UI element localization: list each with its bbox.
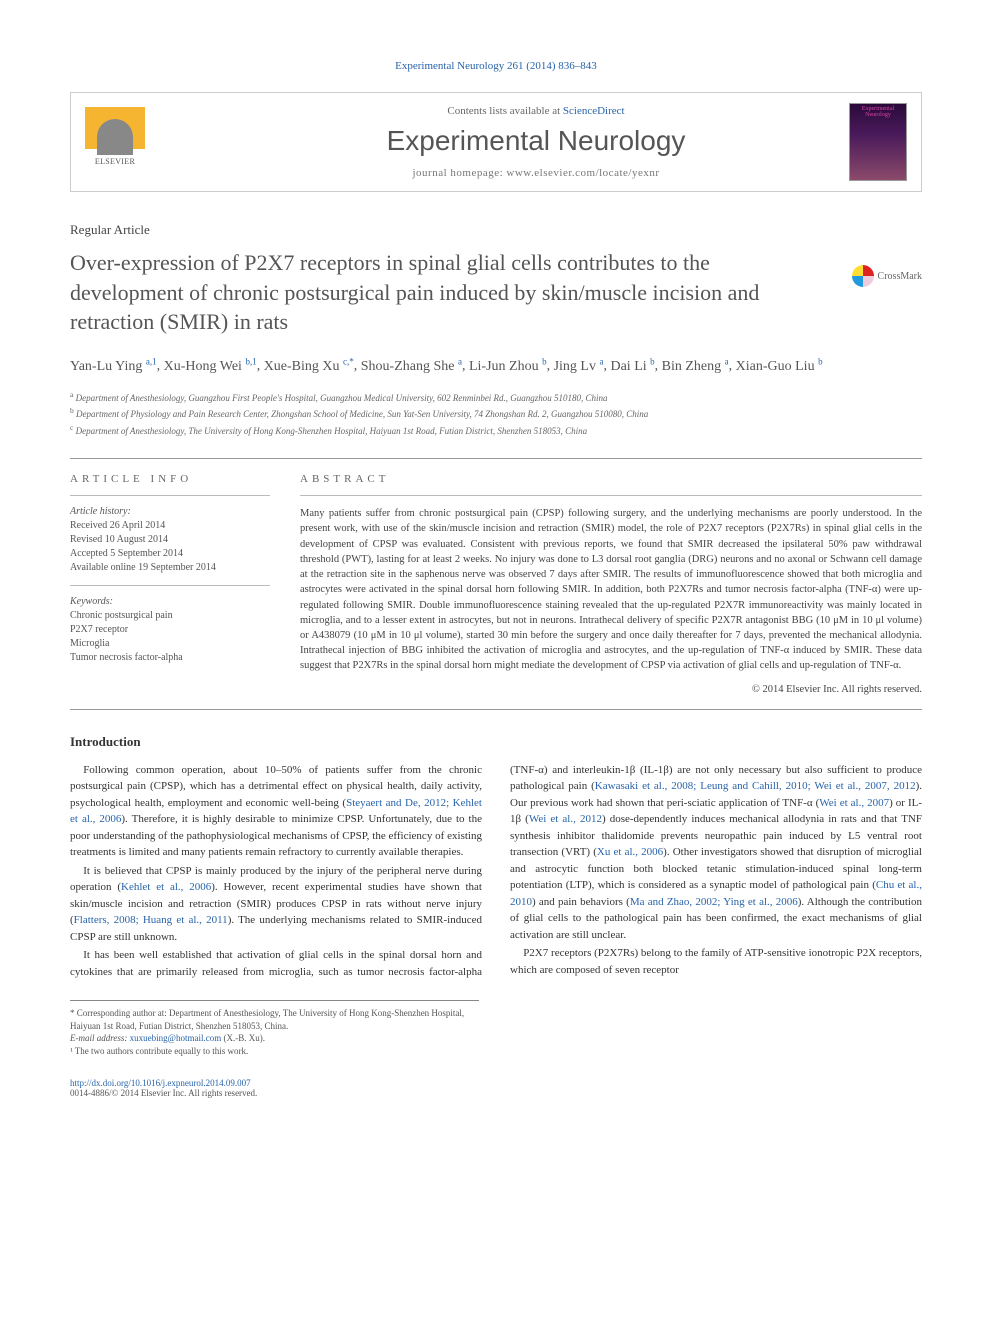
journal-name: Experimental Neurology [165,125,907,157]
corresponding-note: * Corresponding author at: Department of… [70,1007,479,1032]
ref-link[interactable]: Wei et al., 2012 [529,813,602,825]
corresponding-star-icon: * [349,356,354,366]
issn-line: 0014-4886/© 2014 Elsevier Inc. All right… [70,1088,257,1098]
cover-label: Experimental Neurology [850,104,906,118]
abstract-heading: abstract [300,473,922,485]
email-label: E-mail address: [70,1033,130,1043]
article-title: Over-expression of P2X7 receptors in spi… [70,248,922,337]
email-line: E-mail address: xuxuebing@hotmail.com (X… [70,1032,479,1045]
keyword-line: Tumor necrosis factor-alpha [70,651,270,665]
citation-header: Experimental Neurology 261 (2014) 836–84… [70,60,922,72]
ref-link[interactable]: Xu et al., 2006 [597,846,663,858]
doi-link[interactable]: http://dx.doi.org/10.1016/j.expneurol.20… [70,1078,251,1088]
body-para: P2X7 receptors (P2X7Rs) belong to the fa… [510,945,922,978]
abstract-body: Many patients suffer from chronic postsu… [300,506,922,673]
author-sup: a,1 [146,356,157,366]
elsevier-tree-icon [97,119,133,155]
author-sup: a [599,356,603,366]
author-sup: b [818,356,823,366]
keyword-line: P2X7 receptor [70,623,270,637]
ref-link[interactable]: Kawasaki et al., 2008; Leung and Cahill,… [595,780,916,792]
history-line: Received 26 April 2014 [70,519,270,533]
author: Xu-Hong Wei b,1 [164,359,257,374]
page-footer: http://dx.doi.org/10.1016/j.expneurol.20… [70,1078,922,1098]
affil-sup: b [70,406,74,415]
crossmark-text: CrossMark [878,271,922,282]
author: Shou-Zhang She a [361,359,462,374]
homepage-url[interactable]: www.elsevier.com/locate/yexnr [506,167,659,179]
author: Li-Jun Zhou b [469,359,547,374]
affiliation-line: a Department of Anesthesiology, Guangzho… [70,389,922,406]
article-type: Regular Article [70,222,922,238]
author: Jing Lv a [554,359,604,374]
ref-link[interactable]: Huang et al., 2011 [143,914,228,926]
author-sup: b [542,356,547,366]
ref-link[interactable]: Kehlet et al., 2006 [121,881,211,893]
author-sup: b,1 [245,356,256,366]
email-suffix: (X.-B. Xu). [221,1033,265,1043]
contents-line: Contents lists available at ScienceDirec… [165,105,907,117]
history-line: Available online 19 September 2014 [70,561,270,575]
sciencedirect-link[interactable]: ScienceDirect [563,105,625,117]
citation-link[interactable]: Experimental Neurology 261 (2014) 836–84… [395,60,597,72]
keywords-label: Keywords: [70,596,270,607]
section-divider [70,458,922,459]
ref-link[interactable]: Wei et al., 2007 [819,797,889,809]
article-info-heading: article info [70,473,270,485]
abstract-copyright: © 2014 Elsevier Inc. All rights reserved… [300,684,922,695]
contents-prefix: Contents lists available at [447,105,562,117]
affiliation-line: c Department of Anesthesiology, The Univ… [70,422,922,439]
publisher-name: ELSEVIER [95,157,135,166]
author: Xian-Guo Liu b [736,359,823,374]
email-link[interactable]: xuxuebing@hotmail.com [130,1033,222,1043]
keyword-line: Chronic postsurgical pain [70,609,270,623]
article-info-column: article info Article history: Received 2… [70,473,270,694]
shared-author-note: ¹ The two authors contribute equally to … [70,1045,479,1058]
crossmark-icon [852,265,874,287]
footnotes: * Corresponding author at: Department of… [70,1000,479,1057]
author: Dai Li b [610,359,654,374]
history-line: Revised 10 August 2014 [70,533,270,547]
keyword-line: Microglia [70,637,270,651]
affil-sup: c [70,423,73,432]
intro-heading: Introduction [70,734,922,750]
author: Xue-Bing Xu c,* [264,359,354,374]
crossmark-badge[interactable]: CrossMark [852,265,922,287]
authors-line: Yan-Lu Ying a,1, Xu-Hong Wei b,1, Xue-Bi… [70,355,922,377]
author-sup: b [650,356,655,366]
body-text-span: ) and pain behaviors ( [532,896,630,908]
author: Yan-Lu Ying a,1 [70,359,157,374]
section-divider [70,709,922,710]
affil-sup: a [70,390,73,399]
body-para: Following common operation, about 10–50%… [70,762,482,861]
history-label: Article history: [70,506,270,517]
affiliations: a Department of Anesthesiology, Guangzho… [70,389,922,439]
publisher-logo: ELSEVIER [85,107,145,177]
author: Bin Zheng a [662,359,729,374]
journal-homepage: journal homepage: www.elsevier.com/locat… [165,167,907,179]
journal-header-box: ELSEVIER Contents lists available at Sci… [70,92,922,192]
affiliation-line: b Department of Physiology and Pain Rese… [70,405,922,422]
body-para: It is believed that CPSP is mainly produ… [70,863,482,946]
journal-cover-thumb: Experimental Neurology [849,103,907,181]
body-text: Following common operation, about 10–50%… [70,762,922,981]
author-sup: a [725,356,729,366]
history-line: Accepted 5 September 2014 [70,547,270,561]
author-sup: a [458,356,462,366]
abstract-column: abstract Many patients suffer from chron… [300,473,922,694]
ref-link[interactable]: Flatters, 2008; [74,914,143,926]
body-text-span: ). Therefore, it is highly desirable to … [70,813,482,858]
homepage-label: journal homepage: [413,167,507,179]
ref-link[interactable]: Ma and Zhao, 2002; Ying et al., 2006 [630,896,798,908]
